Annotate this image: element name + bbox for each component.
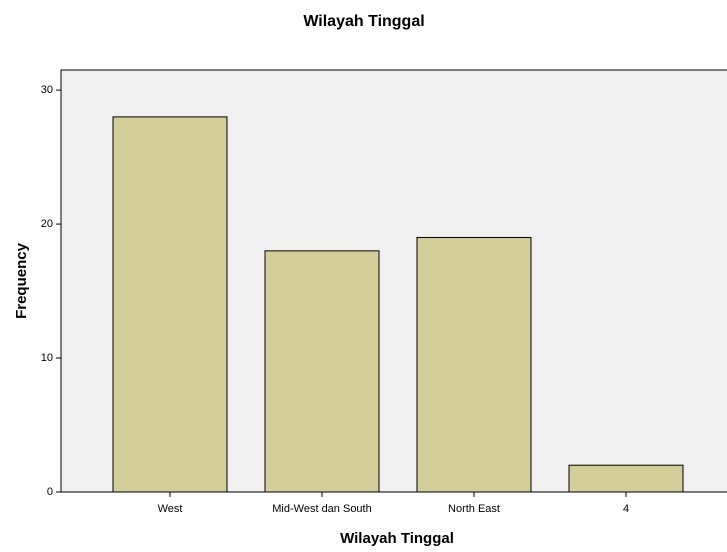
- y-tick-label: 10: [41, 352, 53, 364]
- bar: [568, 464, 684, 493]
- y-tick-label: 30: [41, 84, 53, 96]
- x-axis-title: Wilayah Tinggal: [340, 530, 454, 547]
- y-axis-title: Frequency: [13, 242, 30, 319]
- x-tick-label: North East: [448, 503, 500, 515]
- x-tick-label: West: [158, 503, 183, 515]
- bar: [416, 236, 532, 493]
- bar: [264, 250, 380, 493]
- bar: [112, 116, 228, 493]
- x-tick-label: 4: [623, 503, 629, 515]
- chart-title: Wilayah Tinggal: [303, 13, 424, 30]
- y-tick-label: 0: [47, 486, 53, 498]
- x-tick-label: Mid-West dan South: [272, 503, 371, 515]
- y-tick-label: 20: [41, 218, 53, 230]
